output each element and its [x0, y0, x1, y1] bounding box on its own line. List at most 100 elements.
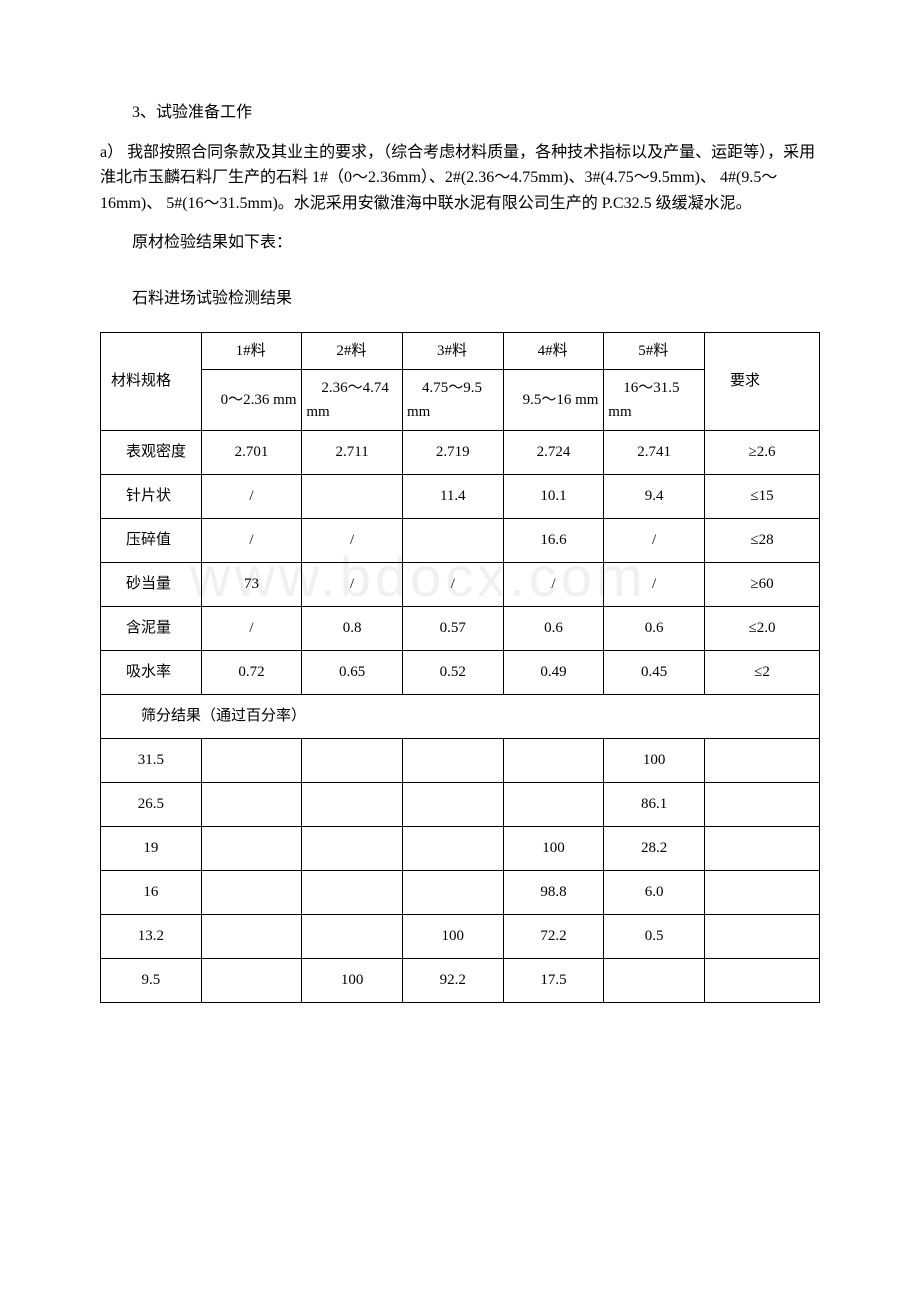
cell: [201, 738, 302, 782]
table-row: 砂当量 73 / / / / ≥60: [101, 562, 820, 606]
row-label: 9.5: [101, 958, 202, 1002]
cell: 0.6: [503, 606, 604, 650]
paragraph-table-intro: 原材检验结果如下表：: [100, 230, 820, 256]
cell: /: [302, 518, 403, 562]
cell: 100: [402, 914, 503, 958]
cell: 28.2: [604, 826, 705, 870]
cell: 100: [302, 958, 403, 1002]
row-label: 13.2: [101, 914, 202, 958]
row-label: 压碎值: [101, 518, 202, 562]
stone-results-table: 材料规格 1#料 2#料 3#料 4#料 5#料 要求 0～2.36 mm 2.…: [100, 332, 820, 1003]
table-row: 13.2 100 72.2 0.5: [101, 914, 820, 958]
cell: [201, 958, 302, 1002]
cell: [302, 738, 403, 782]
cell: 0.8: [302, 606, 403, 650]
cell: [302, 870, 403, 914]
cell: 0.6: [604, 606, 705, 650]
row-label: 含泥量: [101, 606, 202, 650]
cell: 2.719: [402, 430, 503, 474]
row-label: 表观密度: [101, 430, 202, 474]
cell: 73: [201, 562, 302, 606]
cell: /: [201, 518, 302, 562]
th-c2-top: 2#料: [302, 332, 403, 369]
cell: ≤2.0: [704, 606, 819, 650]
cell: /: [302, 562, 403, 606]
th-c5-top: 5#料: [604, 332, 705, 369]
cell: ≥60: [704, 562, 819, 606]
table-title: 石料进场试验检测结果: [100, 286, 820, 312]
cell: 2.724: [503, 430, 604, 474]
cell: [704, 826, 819, 870]
sieve-header-cell: 筛分结果（通过百分率）: [101, 694, 820, 738]
cell: [503, 782, 604, 826]
cell: ≥2.6: [704, 430, 819, 474]
cell: [302, 782, 403, 826]
cell: 2.711: [302, 430, 403, 474]
cell: ≤28: [704, 518, 819, 562]
cell: [402, 870, 503, 914]
table-row: 9.5 100 92.2 17.5: [101, 958, 820, 1002]
th-c3-top: 3#料: [402, 332, 503, 369]
table-row: 16 98.8 6.0: [101, 870, 820, 914]
th-c4-bot: 9.5～16 mm: [503, 369, 604, 430]
cell: [201, 826, 302, 870]
row-label: 31.5: [101, 738, 202, 782]
cell: [402, 738, 503, 782]
table-row: 19 100 28.2: [101, 826, 820, 870]
row-label: 16: [101, 870, 202, 914]
cell: 0.45: [604, 650, 705, 694]
cell: [704, 958, 819, 1002]
cell: ≤2: [704, 650, 819, 694]
th-c1-bot: 0～2.36 mm: [201, 369, 302, 430]
cell: 98.8: [503, 870, 604, 914]
row-label: 26.5: [101, 782, 202, 826]
cell: /: [402, 562, 503, 606]
cell: 10.1: [503, 474, 604, 518]
cell: 2.701: [201, 430, 302, 474]
th-c4-top: 4#料: [503, 332, 604, 369]
cell: [402, 826, 503, 870]
cell: 0.57: [402, 606, 503, 650]
table-body: 表观密度 2.701 2.711 2.719 2.724 2.741 ≥2.6 …: [101, 430, 820, 1002]
cell: [402, 518, 503, 562]
cell: [201, 870, 302, 914]
cell: 0.52: [402, 650, 503, 694]
cell: 0.65: [302, 650, 403, 694]
cell: [503, 738, 604, 782]
th-c5-bot: 16～31.5 mm: [604, 369, 705, 430]
cell: 0.5: [604, 914, 705, 958]
cell: [302, 914, 403, 958]
cell: /: [604, 518, 705, 562]
cell: [302, 826, 403, 870]
table-row: 31.5 100: [101, 738, 820, 782]
cell: 9.4: [604, 474, 705, 518]
cell: 11.4: [402, 474, 503, 518]
th-c3-bot: 4.75～9.5 mm: [402, 369, 503, 430]
table-row: 针片状 / 11.4 10.1 9.4 ≤15: [101, 474, 820, 518]
section-heading: 3、试验准备工作: [100, 100, 820, 126]
cell: [201, 914, 302, 958]
cell: /: [604, 562, 705, 606]
table-row: 表观密度 2.701 2.711 2.719 2.724 2.741 ≥2.6: [101, 430, 820, 474]
paragraph-materials: a） 我部按照合同条款及其业主的要求，（综合考虑材料质量，各种技术指标以及产量、…: [100, 140, 820, 217]
table-row: 26.5 86.1: [101, 782, 820, 826]
cell: 0.72: [201, 650, 302, 694]
cell: [201, 782, 302, 826]
cell: 16.6: [503, 518, 604, 562]
cell: 6.0: [604, 870, 705, 914]
row-label: 砂当量: [101, 562, 202, 606]
cell: 92.2: [402, 958, 503, 1002]
cell: [704, 738, 819, 782]
row-label: 针片状: [101, 474, 202, 518]
cell: [704, 914, 819, 958]
cell: 100: [503, 826, 604, 870]
cell: /: [503, 562, 604, 606]
cell: [402, 782, 503, 826]
cell: 2.741: [604, 430, 705, 474]
cell: /: [201, 474, 302, 518]
th-c1-top: 1#料: [201, 332, 302, 369]
cell: [704, 782, 819, 826]
row-label: 吸水率: [101, 650, 202, 694]
table-row: 含泥量 / 0.8 0.57 0.6 0.6 ≤2.0: [101, 606, 820, 650]
table-row: 压碎值 / / 16.6 / ≤28: [101, 518, 820, 562]
